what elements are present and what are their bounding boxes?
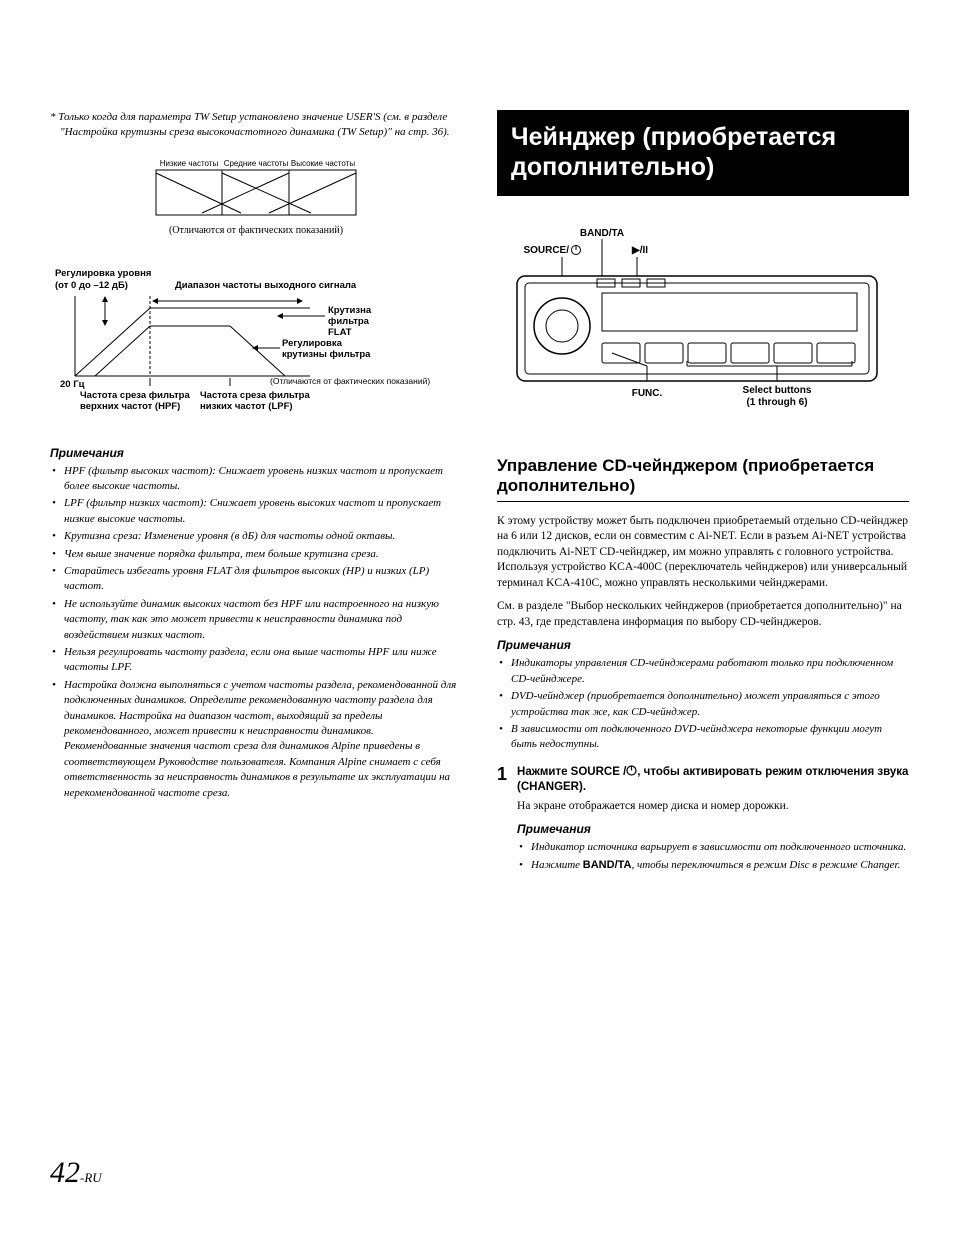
- step-1: 1 Нажмите SOURCE /, чтобы активировать р…: [497, 765, 909, 875]
- paragraph: К этому устройству может быть подключен …: [497, 514, 909, 592]
- svg-text:FUNC.: FUNC.: [632, 388, 663, 399]
- svg-text:(от 0 до –12 дБ): (от 0 до –12 дБ): [55, 280, 128, 291]
- svg-text:BAND/TA: BAND/TA: [580, 228, 624, 239]
- note-item: Крутизна среза: Изменение уровня (в дБ) …: [64, 529, 462, 544]
- note-item: Старайтесь избегать уровня FLAT для филь…: [64, 564, 462, 595]
- notes-heading-right: Примечания: [497, 638, 909, 652]
- svg-text:Средние частоты: Средние частоты: [224, 159, 289, 168]
- notes-heading-step: Примечания: [517, 822, 909, 836]
- svg-text:Частота среза фильтра: Частота среза фильтра: [200, 390, 310, 401]
- diagram1-caption: (Отличаются от фактических показаний): [50, 225, 462, 236]
- svg-text:Регулировка: Регулировка: [282, 338, 343, 349]
- note-item: Нажмите BAND/TA, чтобы переключиться в р…: [531, 858, 909, 873]
- page-number: 42-RU: [50, 1156, 102, 1190]
- note-item: LPF (фильтр низких частот): Снижает уров…: [64, 496, 462, 527]
- notes-list-right: Индикаторы управления CD-чейнджерами раб…: [497, 656, 909, 752]
- paragraph: См. в разделе "Выбор нескольких чейнджер…: [497, 599, 909, 630]
- svg-text:крутизны фильтра: крутизны фильтра: [282, 349, 371, 360]
- left-column: * Только когда для параметра TW Setup ус…: [50, 110, 462, 875]
- note-item: DVD-чейнджер (приобретается дополнительн…: [511, 689, 909, 720]
- svg-text:(1 through 6): (1 through 6): [746, 397, 807, 408]
- svg-text:FLAT: FLAT: [328, 327, 352, 338]
- footnote: * Только когда для параметра TW Setup ус…: [50, 110, 462, 140]
- note-item: В зависимости от подключенного DVD-чейнд…: [511, 722, 909, 753]
- step-text: На экране отображается номер диска и ном…: [517, 799, 909, 815]
- notes-heading-left: Примечания: [50, 446, 462, 460]
- section-title: Чейнджер (приобретается дополнительно): [497, 110, 909, 196]
- svg-text:▶/II: ▶/II: [631, 245, 648, 256]
- svg-text:фильтра: фильтра: [328, 316, 370, 327]
- svg-text:Диапазон частоты выходного сиг: Диапазон частоты выходного сигнала: [175, 280, 357, 291]
- frequency-diagram-2: Регулировка уровня (от 0 до –12 дБ) Диап…: [50, 266, 462, 421]
- svg-text:верхних частот (HPF): верхних частот (HPF): [80, 401, 180, 412]
- note-item: Чем выше значение порядка фильтра, тем б…: [64, 547, 462, 562]
- notes-list-left: HPF (фильтр высоких частот): Снижает уро…: [50, 464, 462, 801]
- svg-text:низких частот (LPF): низких частот (LPF): [200, 401, 293, 412]
- svg-text:Высокие частоты: Высокие частоты: [291, 159, 355, 168]
- note-item: HPF (фильтр высоких частот): Снижает уро…: [64, 464, 462, 495]
- svg-text:(Отличаются от фактических пок: (Отличаются от фактических показаний): [270, 376, 430, 386]
- svg-text:SOURCE/: SOURCE/: [523, 245, 569, 256]
- divider: [497, 501, 909, 502]
- device-diagram: BAND/TA SOURCE/ ▶/II: [497, 221, 897, 421]
- note-item: Настройка должна выполняться с учетом ча…: [64, 678, 462, 801]
- step-number: 1: [497, 765, 507, 875]
- svg-text:Регулировка уровня: Регулировка уровня: [55, 268, 151, 279]
- svg-text:20 Гц: 20 Гц: [60, 379, 85, 390]
- note-item: Индикатор источника варьирует в зависимо…: [531, 840, 909, 855]
- note-item: Нельзя регулировать частоту раздела, есл…: [64, 645, 462, 676]
- notes-list-step: Индикатор источника варьирует в зависимо…: [517, 840, 909, 873]
- svg-text:Частота среза фильтра: Частота среза фильтра: [80, 390, 190, 401]
- note-item: Индикаторы управления CD-чейнджерами раб…: [511, 656, 909, 687]
- note-item: Не используйте динамик высоких частот бе…: [64, 597, 462, 643]
- svg-text:Крутизна: Крутизна: [328, 305, 372, 316]
- svg-text:Низкие частоты: Низкие частоты: [160, 159, 219, 168]
- svg-text:Select buttons: Select buttons: [743, 385, 812, 396]
- frequency-diagram-1: Низкие частоты Средние частоты Высокие ч…: [146, 155, 366, 225]
- step-title: Нажмите SOURCE /, чтобы активировать реж…: [517, 765, 909, 795]
- subheading: Управление CD-чейнджером (приобретается …: [497, 456, 909, 497]
- right-column: Чейнджер (приобретается дополнительно) B…: [497, 110, 909, 875]
